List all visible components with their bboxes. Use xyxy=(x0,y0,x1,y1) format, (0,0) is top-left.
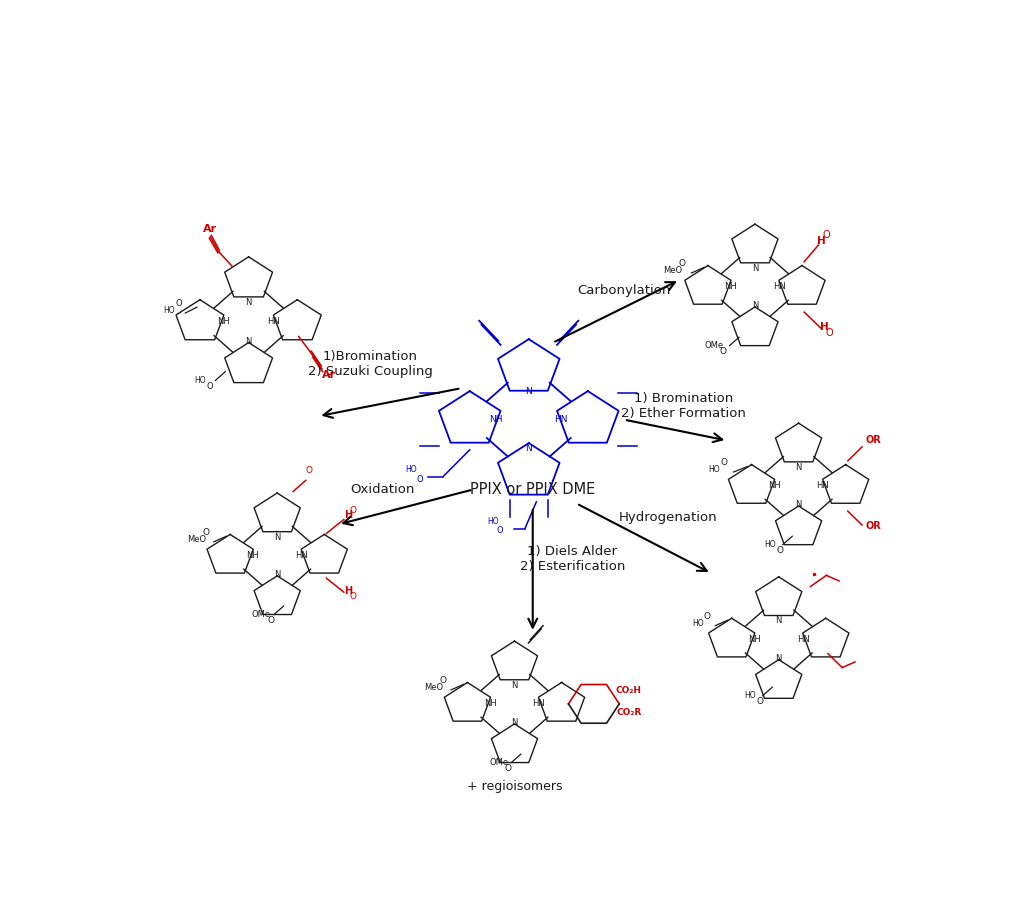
Text: N: N xyxy=(274,532,281,541)
Text: + regioisomers: + regioisomers xyxy=(467,780,562,794)
Text: N: N xyxy=(511,680,518,689)
Text: Ar: Ar xyxy=(322,370,336,380)
Text: O: O xyxy=(497,525,504,534)
Text: HN: HN xyxy=(532,699,545,708)
Text: O: O xyxy=(703,611,711,620)
Text: NH: NH xyxy=(749,635,761,644)
Text: HN: HN xyxy=(267,317,281,327)
Text: NH: NH xyxy=(247,551,259,561)
Text: OR: OR xyxy=(865,522,881,532)
Text: Ar: Ar xyxy=(203,224,217,234)
Text: O: O xyxy=(721,458,727,467)
Text: MeO: MeO xyxy=(186,535,206,544)
Text: HO: HO xyxy=(404,464,417,473)
Text: O: O xyxy=(756,697,763,706)
Text: CO₂H: CO₂H xyxy=(615,686,642,695)
Text: CO₂R: CO₂R xyxy=(616,708,641,717)
Text: O: O xyxy=(305,466,312,475)
Text: N: N xyxy=(796,500,802,509)
Text: N: N xyxy=(752,264,758,273)
Text: H: H xyxy=(820,322,829,332)
Text: O: O xyxy=(350,505,357,514)
Text: HO: HO xyxy=(163,306,174,315)
Text: Hydrogenation: Hydrogenation xyxy=(618,511,717,524)
Text: NH: NH xyxy=(489,415,503,424)
Text: O: O xyxy=(203,528,209,537)
Text: 1) Diels Alder
2) Esterification: 1) Diels Alder 2) Esterification xyxy=(520,545,625,573)
Text: O: O xyxy=(439,676,446,685)
Text: N: N xyxy=(246,336,252,346)
Text: O: O xyxy=(505,764,512,773)
Text: N: N xyxy=(775,617,782,626)
Text: Carbonylation: Carbonylation xyxy=(578,284,671,297)
Text: OMe: OMe xyxy=(252,610,271,619)
Text: NH: NH xyxy=(724,282,737,291)
Text: O: O xyxy=(822,230,830,240)
Text: HN: HN xyxy=(797,635,809,644)
Text: OMe: OMe xyxy=(489,758,508,767)
Text: O: O xyxy=(720,347,727,356)
Text: HN: HN xyxy=(554,415,568,424)
Text: HO: HO xyxy=(709,465,720,474)
Text: O: O xyxy=(417,474,424,483)
Text: N: N xyxy=(775,654,782,663)
Text: N: N xyxy=(796,463,802,472)
Text: MeO: MeO xyxy=(424,683,443,692)
Text: HN: HN xyxy=(773,282,785,291)
Text: OR: OR xyxy=(865,434,881,444)
Text: HN: HN xyxy=(295,551,308,561)
Text: Oxidation: Oxidation xyxy=(350,483,414,496)
Text: O: O xyxy=(825,327,834,337)
Text: O: O xyxy=(679,259,685,268)
Text: H: H xyxy=(344,586,352,596)
Text: MeO: MeO xyxy=(663,266,682,275)
Text: O: O xyxy=(175,298,182,307)
Text: O: O xyxy=(207,383,214,391)
Text: N: N xyxy=(752,301,758,310)
Text: HO: HO xyxy=(764,541,776,550)
Text: NH: NH xyxy=(483,699,497,708)
Text: HN: HN xyxy=(816,482,829,491)
Text: N: N xyxy=(525,444,532,453)
Text: HO: HO xyxy=(744,691,756,700)
Text: O: O xyxy=(776,546,783,555)
Text: 1)Bromination
2) Suzuki Coupling: 1)Bromination 2) Suzuki Coupling xyxy=(307,350,432,377)
Text: N: N xyxy=(246,298,252,307)
Text: H: H xyxy=(817,236,826,246)
Text: O: O xyxy=(350,592,357,601)
Text: N: N xyxy=(511,718,518,727)
Text: NH: NH xyxy=(768,482,780,491)
Text: HO: HO xyxy=(486,517,499,525)
Text: HO: HO xyxy=(195,376,206,385)
Text: HO: HO xyxy=(692,619,703,628)
Text: N: N xyxy=(525,386,532,395)
Text: OMe: OMe xyxy=(705,341,723,350)
Text: N: N xyxy=(274,570,281,579)
Text: O: O xyxy=(267,616,274,625)
Text: NH: NH xyxy=(217,317,229,327)
Text: 1) Bromination
2) Ether Formation: 1) Bromination 2) Ether Formation xyxy=(622,392,745,420)
Text: H: H xyxy=(344,510,352,520)
Text: PPIX or PPIX DME: PPIX or PPIX DME xyxy=(470,482,595,497)
